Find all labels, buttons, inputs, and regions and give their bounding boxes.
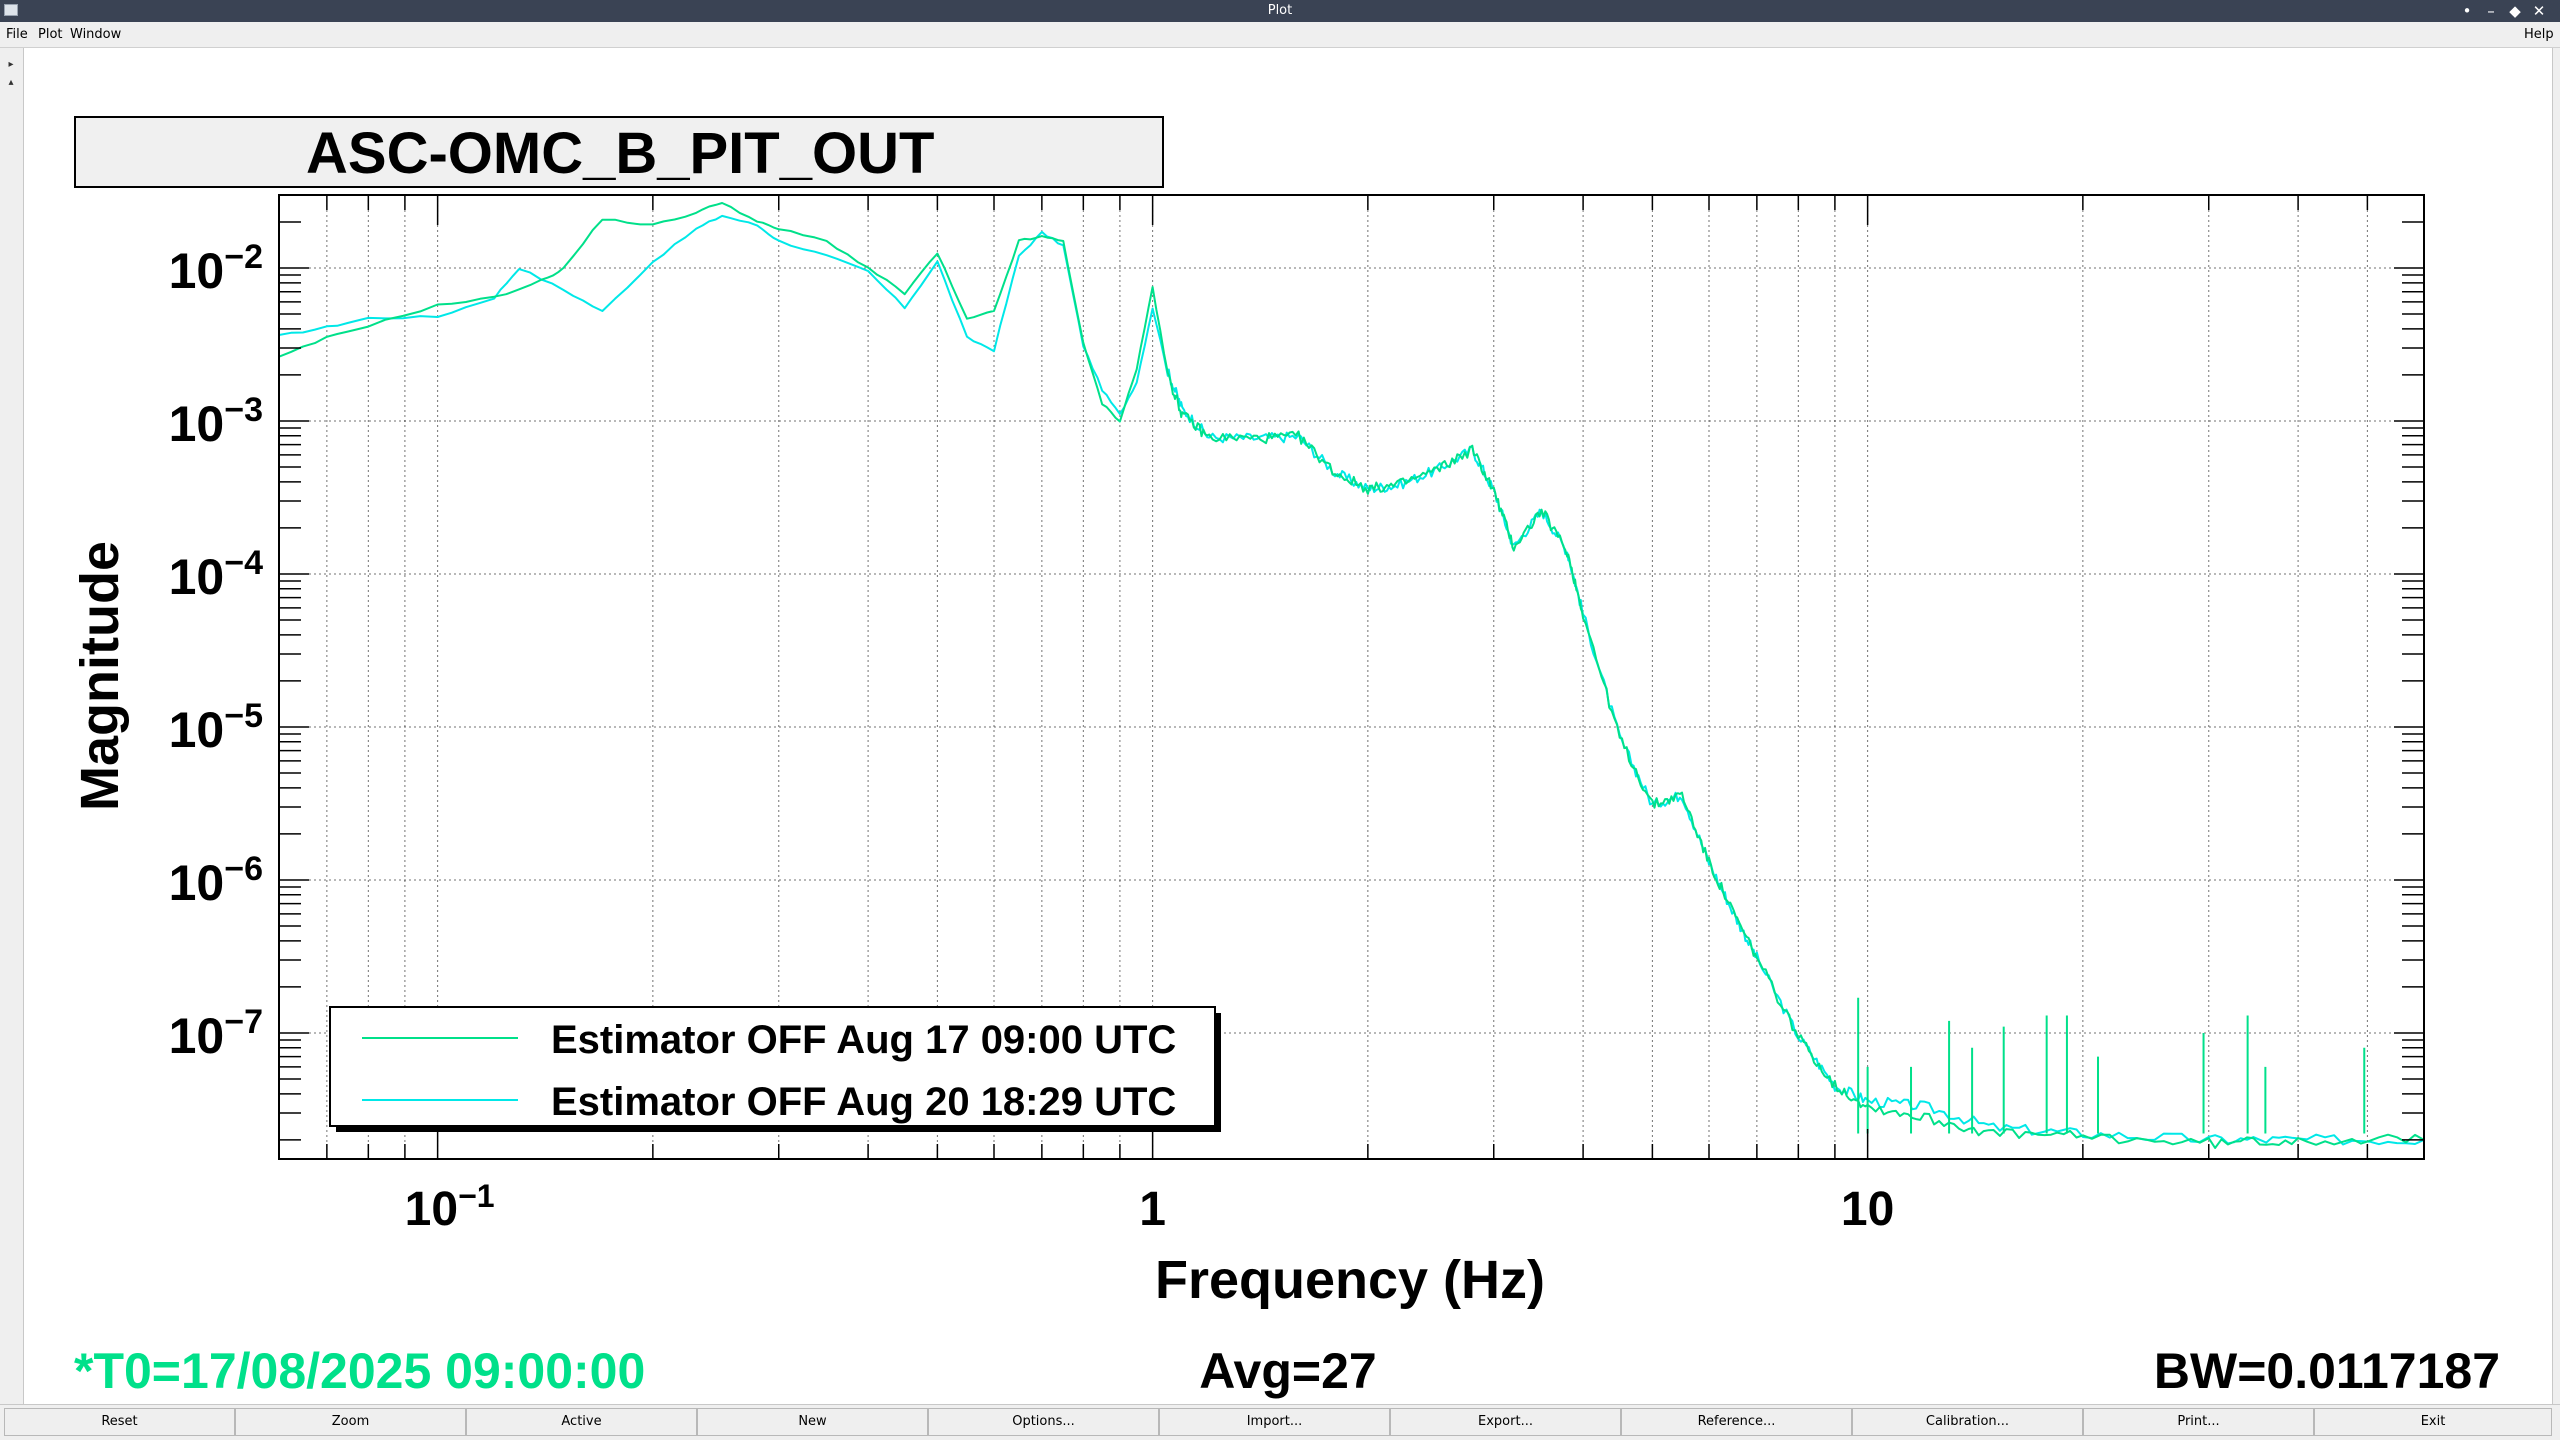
right-scroll-edge <box>2552 48 2560 1404</box>
series-line-1 <box>278 202 2425 1149</box>
left-toolstrip: ▸ ▴ <box>0 48 24 1404</box>
plot-canvas: ASC-OMC_B_PIT_OUT <box>24 48 2552 1404</box>
t0-label: *T0=17/08/2025 09:00:00 <box>74 1343 645 1399</box>
active-button[interactable]: Active <box>466 1408 697 1436</box>
series-layer <box>278 202 2425 1149</box>
close-icon[interactable]: ✕ <box>2532 2 2546 20</box>
plot-title-box: ASC-OMC_B_PIT_OUT <box>74 116 1164 188</box>
minimize-icon[interactable]: – <box>2487 2 2495 20</box>
y-tick-label: 10−2 <box>169 238 263 299</box>
zoom-button[interactable]: Zoom <box>235 1408 466 1436</box>
plot-frame <box>278 194 2425 1160</box>
calibration-button[interactable]: Calibration... <box>1852 1408 2083 1436</box>
import-button[interactable]: Import... <box>1159 1408 1390 1436</box>
collapse-up-icon[interactable]: ▴ <box>8 77 14 88</box>
tick-layer: 10−2 10−3 10−4 10−5 10−6 10−7 10−1 1 10 <box>169 194 2425 1236</box>
legend-label-2: Estimator OFF Aug 20 18:29 UTC <box>551 1080 1176 1124</box>
y-axis-label: Magnitude <box>70 541 130 811</box>
x-tick-label: 10−1 <box>405 1178 495 1236</box>
exit-button[interactable]: Exit <box>2314 1408 2552 1436</box>
y-tick-label: 10−6 <box>169 850 263 911</box>
y-tick-label: 10−7 <box>169 1003 263 1064</box>
grid-layer <box>278 195 2425 1159</box>
x-tick-label: 10 <box>1841 1183 1894 1236</box>
export-button[interactable]: Export... <box>1390 1408 1621 1436</box>
legend-label-1: Estimator OFF Aug 17 09:00 UTC <box>551 1018 1176 1062</box>
new-button[interactable]: New <box>697 1408 928 1436</box>
legend: Estimator OFF Aug 17 09:00 UTC Estimator… <box>329 1006 1221 1132</box>
reset-button[interactable]: Reset <box>4 1408 235 1436</box>
menu-window[interactable]: Window <box>70 27 122 42</box>
print-button[interactable]: Print... <box>2083 1408 2314 1436</box>
options-button[interactable]: Options... <box>928 1408 1159 1436</box>
x-axis-label: Frequency (Hz) <box>1155 1250 1545 1310</box>
y-tick-label: 10−3 <box>169 391 263 452</box>
app-icon <box>4 4 18 16</box>
bottom-button-bar: Reset Zoom Active New Options... Import.… <box>0 1404 2560 1440</box>
x-tick-label: 1 <box>1139 1183 1166 1236</box>
window-titlebar: Plot • – ◆ ✕ <box>0 0 2560 22</box>
menu-plot[interactable]: Plot <box>38 27 63 42</box>
y-tick-label: 10−5 <box>169 697 263 758</box>
maximize-icon[interactable]: ◆ <box>2509 2 2521 20</box>
window-title: Plot <box>1267 3 1293 18</box>
reference-button[interactable]: Reference... <box>1621 1408 1852 1436</box>
series-line-2 <box>278 214 2425 1146</box>
menubar: File Plot Window Help <box>0 22 2560 48</box>
avg-label: Avg=27 <box>1199 1343 1376 1399</box>
plot-title: ASC-OMC_B_PIT_OUT <box>306 121 935 186</box>
pin-icon[interactable]: • <box>2462 2 2472 20</box>
y-tick-label: 10−4 <box>169 544 263 605</box>
menu-help[interactable]: Help <box>2524 27 2554 42</box>
bw-label: BW=0.0117187 <box>2154 1343 2500 1399</box>
expand-right-icon[interactable]: ▸ <box>8 59 14 70</box>
menu-file[interactable]: File <box>6 27 28 42</box>
